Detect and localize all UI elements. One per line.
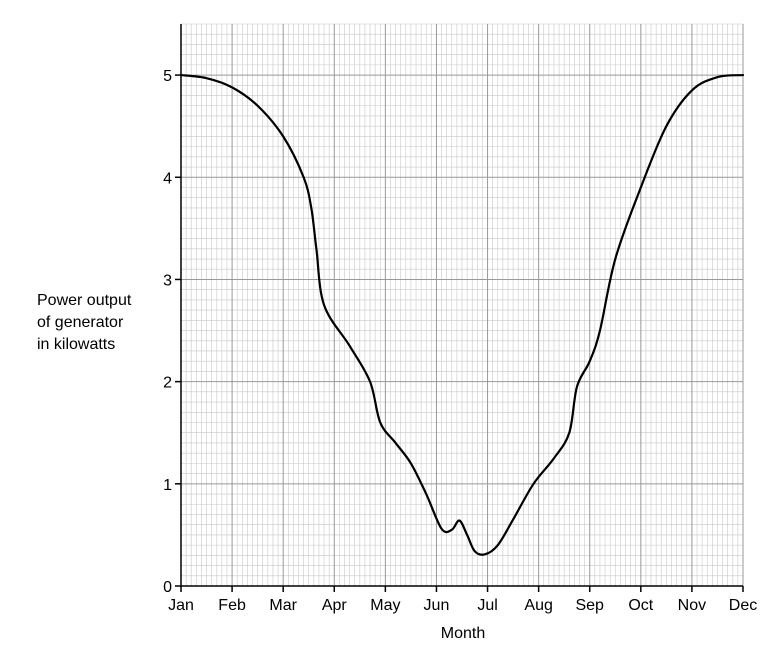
x-tick-label: Sep bbox=[575, 597, 604, 614]
y-axis-title-line-2: of generator bbox=[37, 314, 124, 331]
y-axis-title-line-3: in kilowatts bbox=[37, 336, 115, 353]
y-tick-label: 2 bbox=[163, 375, 172, 392]
x-tick-label: Feb bbox=[218, 597, 246, 614]
y-tick-labels: 0 1 2 3 4 5 bbox=[163, 68, 172, 596]
x-tick-label: Jul bbox=[477, 597, 497, 614]
axes bbox=[175, 24, 744, 592]
x-tick-label: Jan bbox=[168, 597, 194, 614]
y-tick-label: 4 bbox=[163, 170, 172, 187]
y-tick-label: 1 bbox=[163, 477, 172, 494]
x-tick-labels: Jan Feb Mar Apr May Jun Jul Aug Sep Oct Nov Dec bbox=[168, 597, 757, 614]
y-axis-title-line-1: Power output bbox=[37, 292, 132, 309]
x-tick-label: Dec bbox=[729, 597, 757, 614]
y-tick-label: 3 bbox=[163, 272, 172, 289]
x-tick-label: Nov bbox=[678, 597, 706, 614]
x-tick-label: May bbox=[370, 597, 400, 614]
x-tick-label: Jun bbox=[424, 597, 450, 614]
x-axis-title: Month bbox=[441, 625, 485, 642]
x-tick-label: Oct bbox=[628, 597, 653, 614]
y-tick-label: 0 bbox=[163, 579, 172, 596]
x-tick-label: Mar bbox=[269, 597, 297, 614]
x-tick-label: Aug bbox=[524, 597, 552, 614]
y-axis-title: Power output of generator in kilowatts bbox=[37, 292, 132, 353]
x-tick-label: Apr bbox=[322, 597, 348, 614]
power-output-line bbox=[179, 73, 745, 556]
y-tick-label: 5 bbox=[163, 68, 172, 85]
grid-minor-lines bbox=[181, 23, 743, 586]
